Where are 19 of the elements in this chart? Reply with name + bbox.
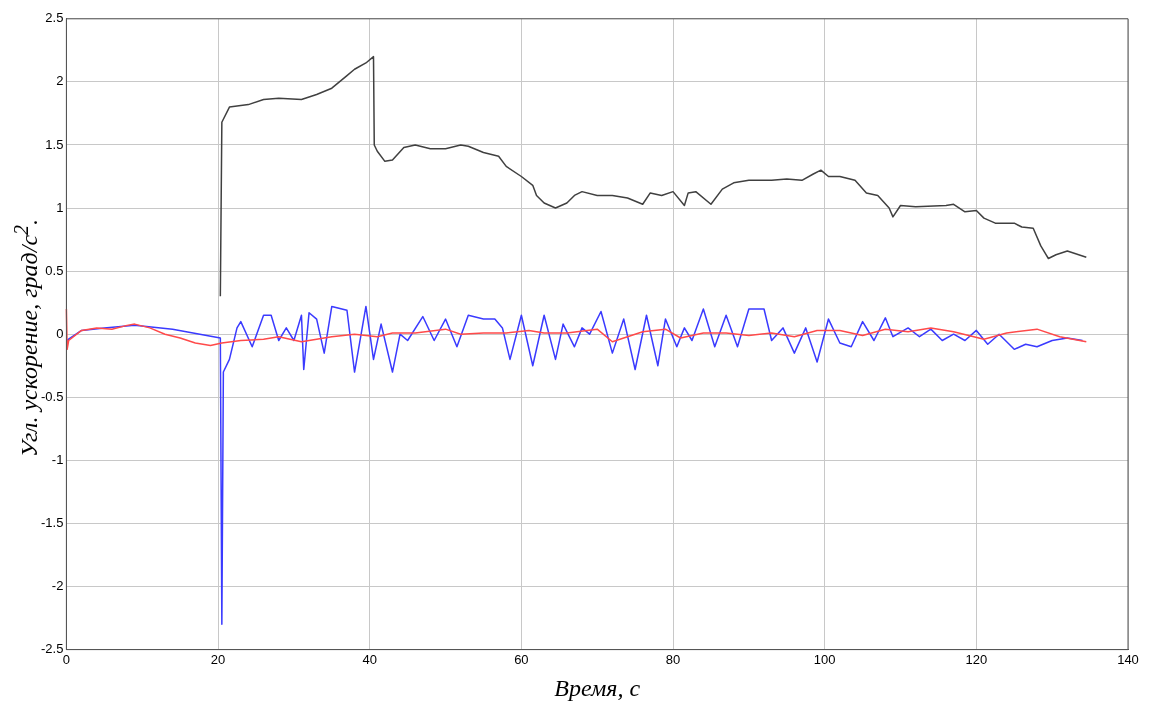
y-tick-label: -1	[51, 451, 64, 467]
y-tick-label: -1.5	[40, 515, 64, 531]
y-tick-label: 2	[56, 73, 64, 89]
x-tick-label: 140	[1117, 651, 1139, 667]
y-tick-label: -2	[51, 578, 64, 594]
x-tick-label: 60	[514, 651, 529, 667]
x-tick-label: 20	[210, 651, 226, 667]
x-tick-label: 40	[362, 651, 377, 667]
y-tick-label: -2.5	[40, 641, 64, 657]
x-axis-title: Время, с	[554, 674, 641, 701]
y-tick-label: 2.5	[45, 10, 64, 26]
y-tick-label: 1.5	[45, 136, 64, 152]
y-tick-label: -0.5	[40, 388, 64, 404]
y-tick-label: 1	[56, 199, 64, 215]
x-tick-label: 80	[665, 651, 681, 667]
y-tick-label: 0.5	[45, 262, 64, 278]
y-tick-label: 0	[56, 325, 64, 341]
x-tick-label: 120	[965, 651, 988, 667]
x-tick-label: 100	[813, 651, 836, 667]
